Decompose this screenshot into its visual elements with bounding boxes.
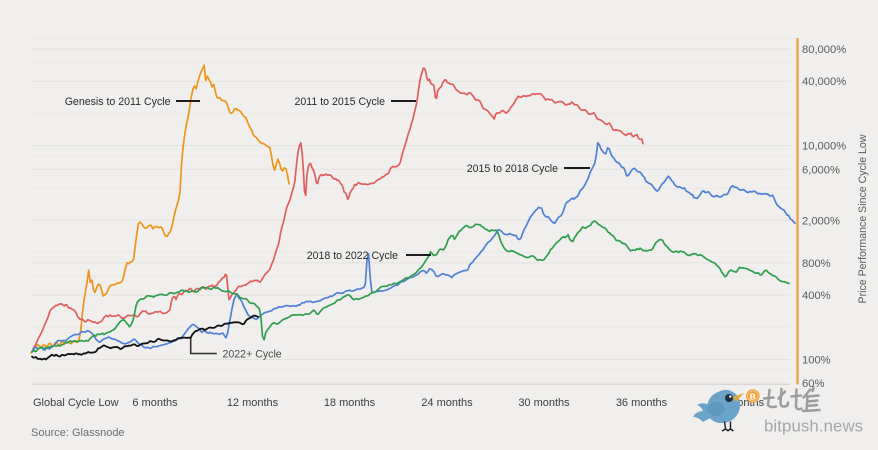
- svg-text:18 months: 18 months: [324, 397, 376, 409]
- svg-text:80,000%: 80,000%: [802, 44, 846, 56]
- svg-text:60%: 60%: [802, 378, 824, 390]
- svg-text:Genesis to 2011 Cycle: Genesis to 2011 Cycle: [65, 96, 171, 108]
- svg-text:6,000%: 6,000%: [802, 164, 840, 176]
- svg-text:2011 to 2015 Cycle: 2011 to 2015 Cycle: [294, 96, 385, 108]
- svg-text:100%: 100%: [802, 355, 831, 367]
- svg-text:800%: 800%: [802, 258, 831, 270]
- svg-text:bitpush.news: bitpush.news: [764, 417, 863, 436]
- svg-text:Global Cycle Low: Global Cycle Low: [33, 397, 119, 409]
- svg-text:10,000%: 10,000%: [802, 141, 846, 153]
- svg-text:2015 to 2018 Cycle: 2015 to 2018 Cycle: [467, 163, 558, 175]
- svg-text:40,000%: 40,000%: [802, 76, 846, 88]
- svg-text:24 months: 24 months: [421, 397, 473, 409]
- svg-text:Source: Glassnode: Source: Glassnode: [31, 427, 125, 439]
- svg-text:2018 to 2022 Cycle: 2018 to 2022 Cycle: [307, 250, 398, 262]
- svg-text:6 months: 6 months: [132, 397, 178, 409]
- svg-text:Price Performance Since Cycle: Price Performance Since Cycle Low: [857, 134, 869, 303]
- svg-text:2022+ Cycle: 2022+ Cycle: [223, 349, 282, 361]
- svg-text:30 months: 30 months: [518, 397, 570, 409]
- svg-text:12 months: 12 months: [227, 397, 279, 409]
- svg-text:400%: 400%: [802, 290, 831, 302]
- svg-text:2,000%: 2,000%: [802, 215, 840, 227]
- svg-text:B: B: [750, 391, 756, 401]
- svg-text:36 months: 36 months: [616, 397, 668, 409]
